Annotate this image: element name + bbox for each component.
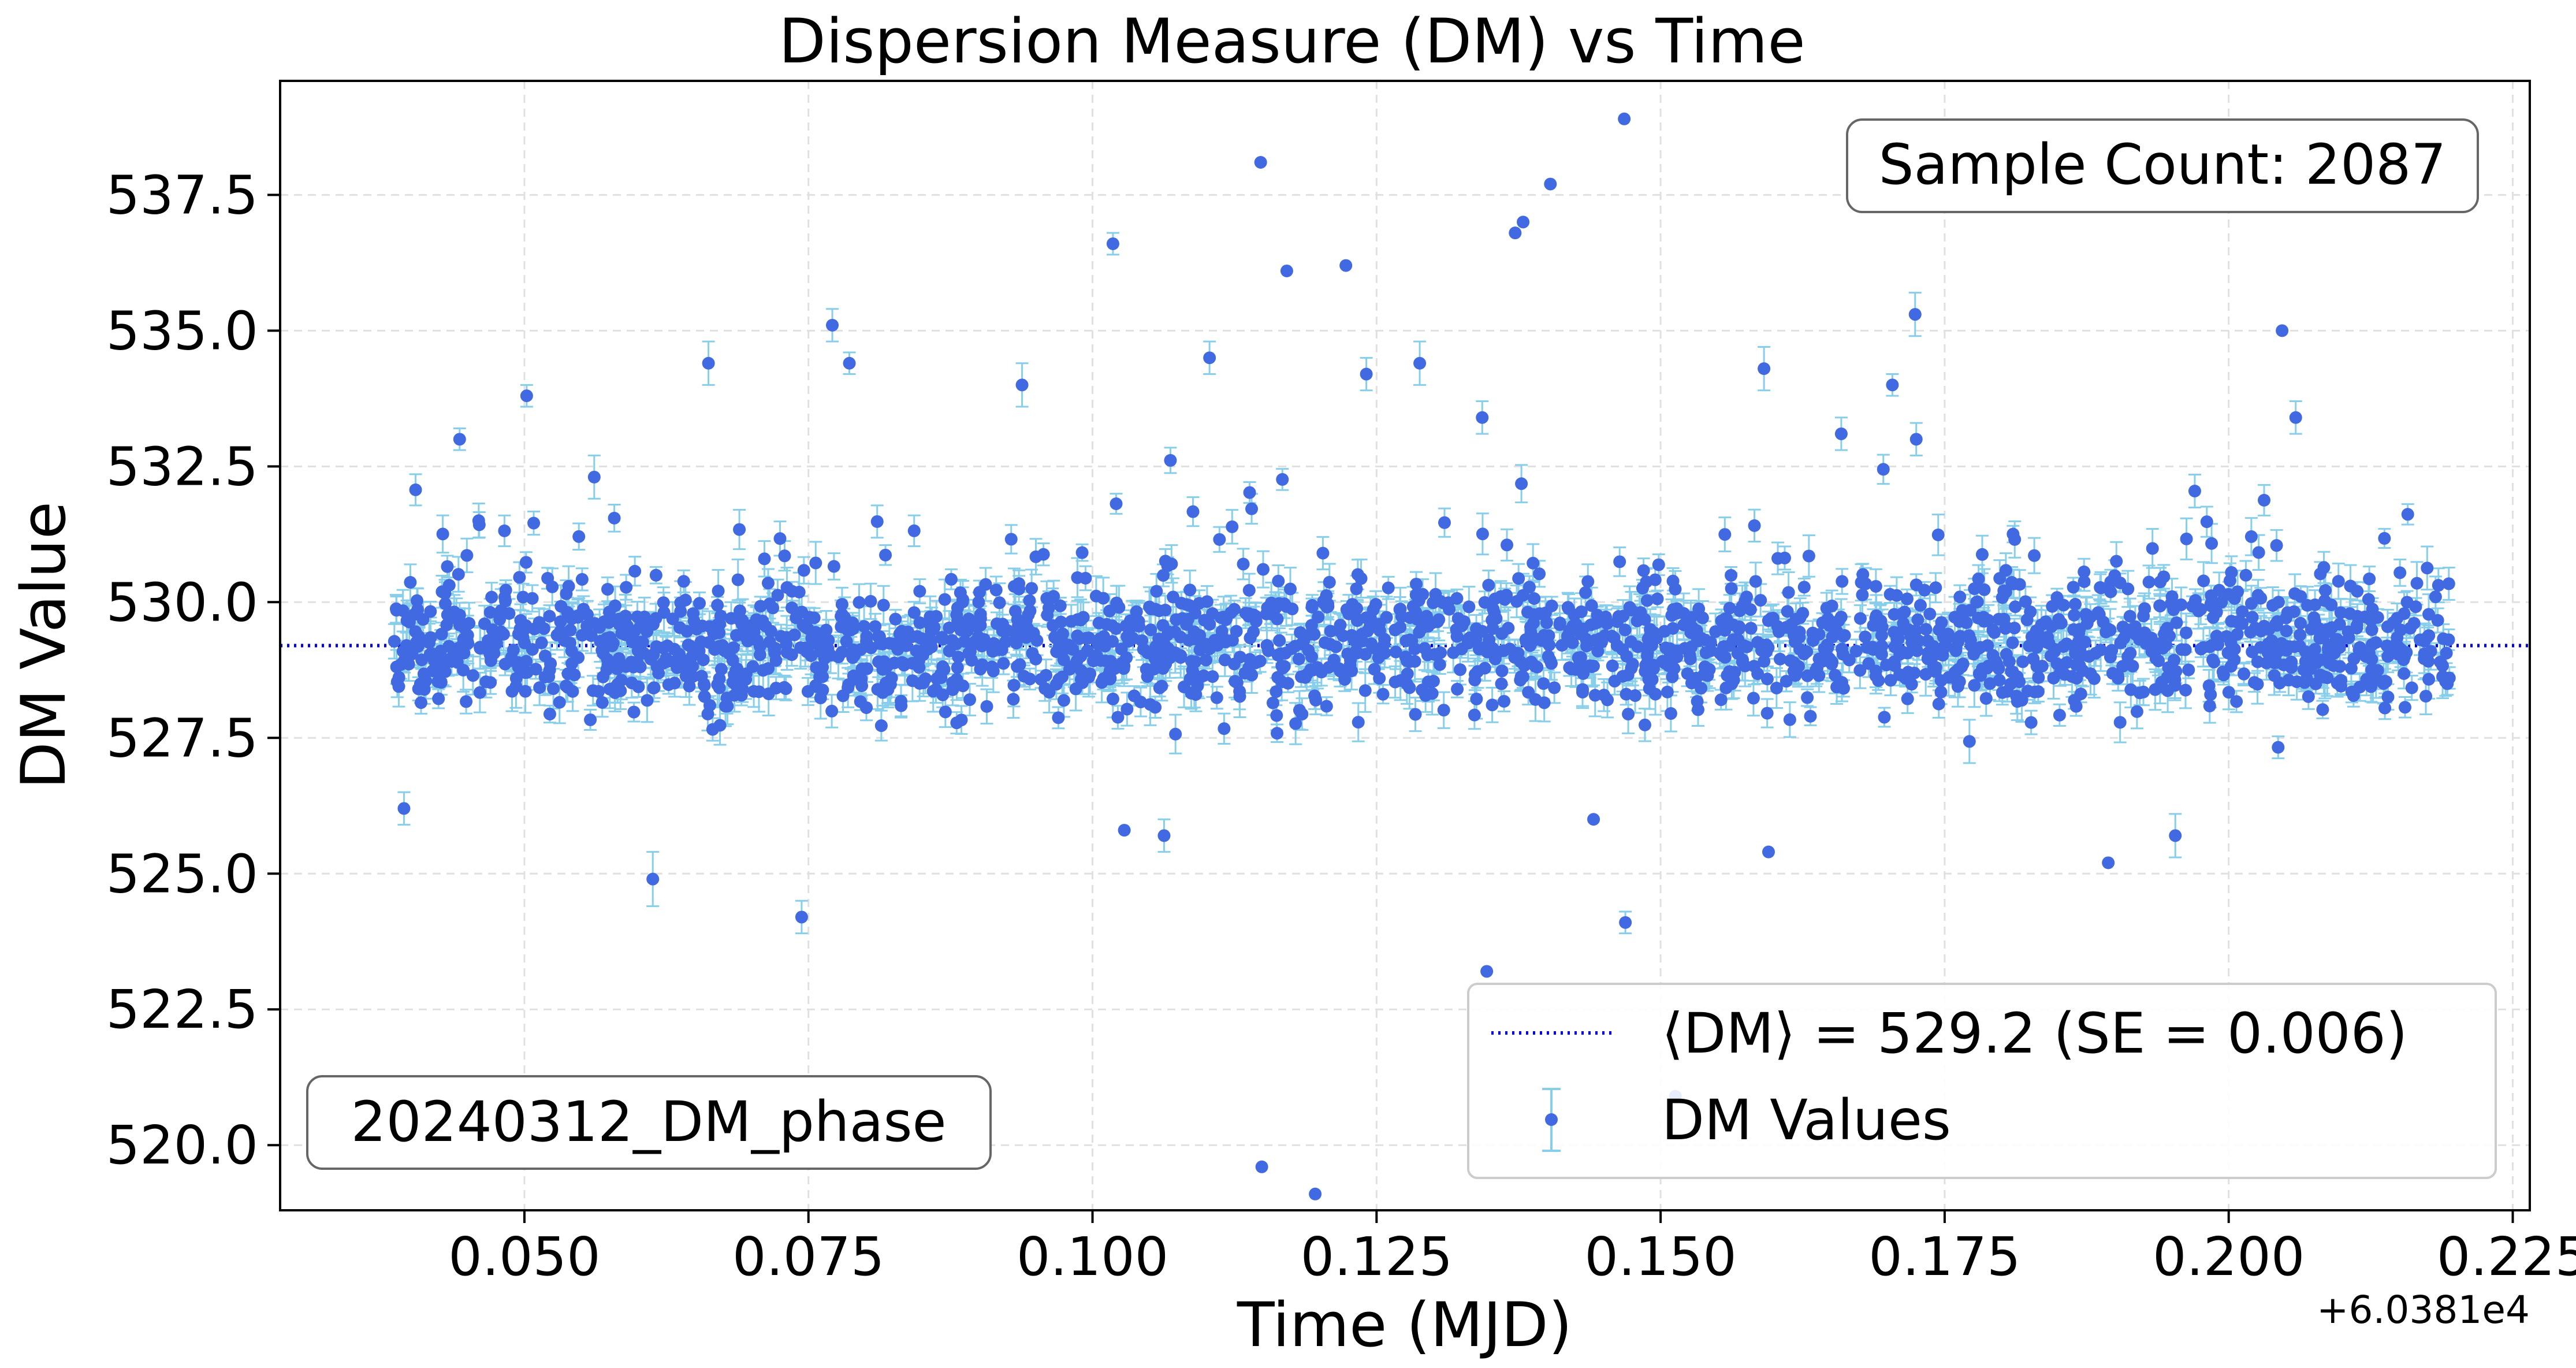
data-points bbox=[388, 112, 2456, 1200]
chart-title: Dispersion Measure (DM) vs Time bbox=[779, 6, 1806, 77]
